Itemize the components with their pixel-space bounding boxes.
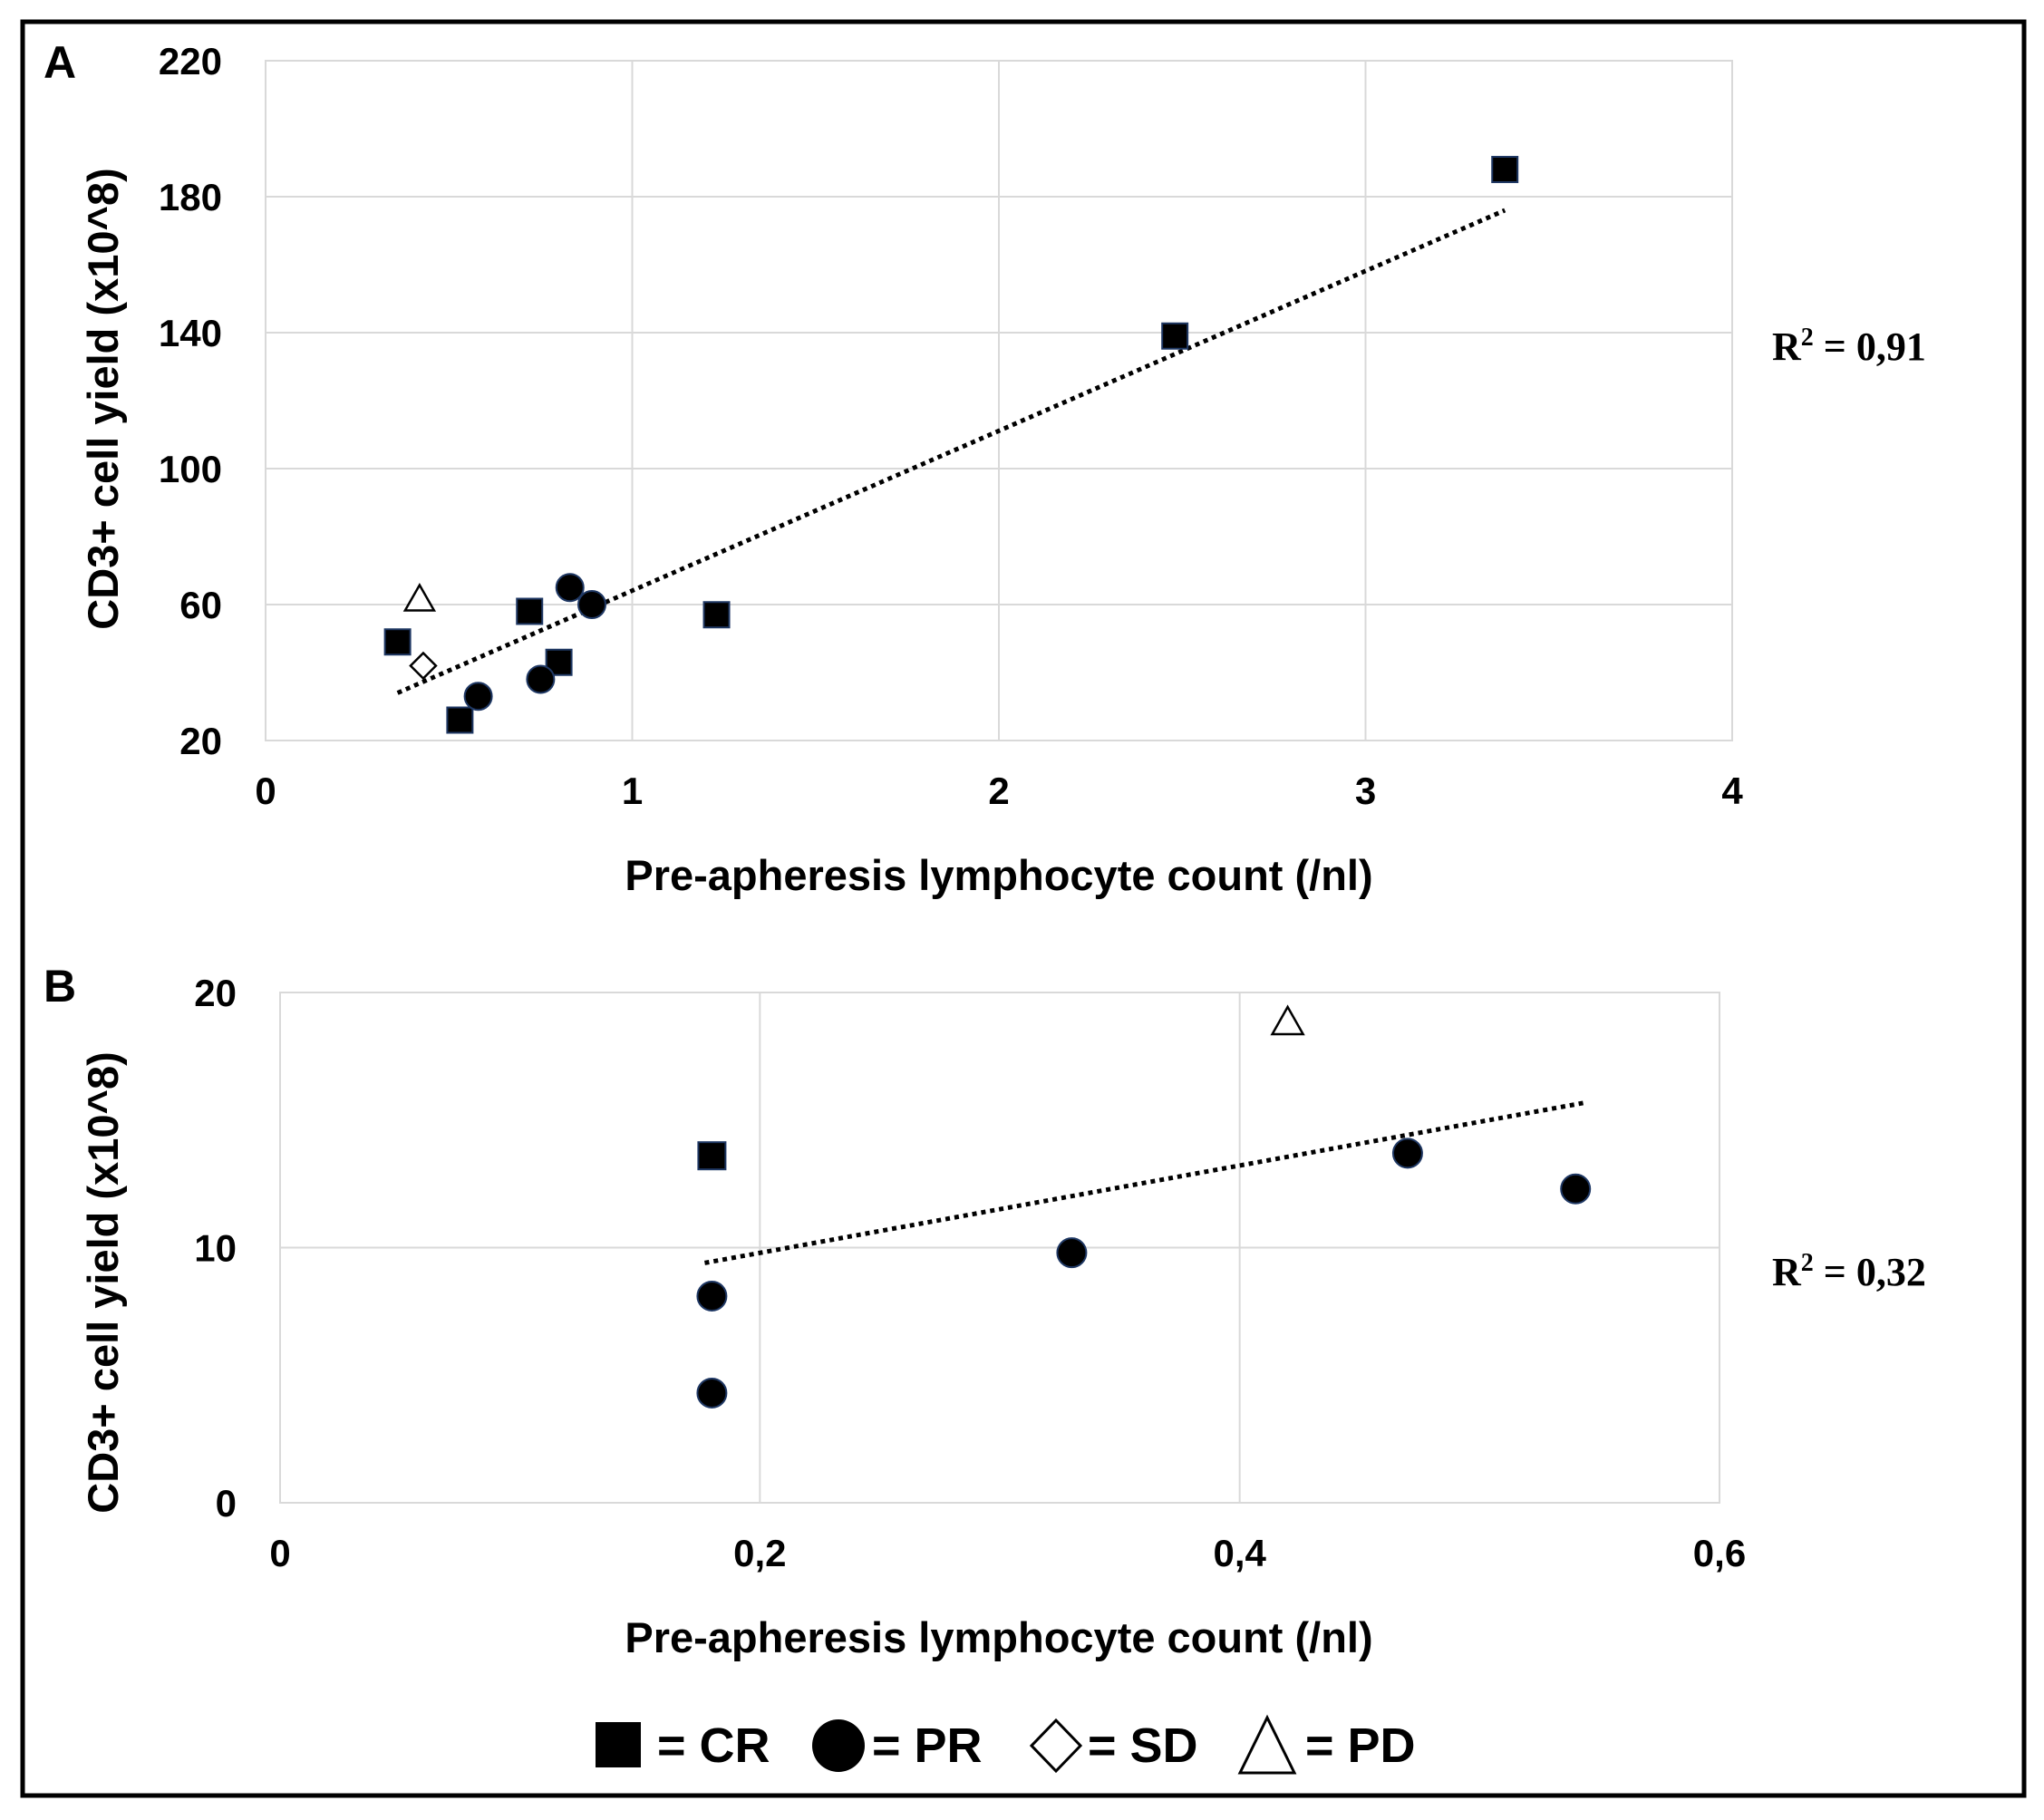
panel-b-x-tick-label: 0 (269, 1532, 290, 1574)
panel-b-point-pr (1056, 1237, 1088, 1269)
panel-b-r-value: = 0,32 (1814, 1250, 1926, 1294)
legend-label-sd: = SD (1088, 1718, 1198, 1773)
panel-b-r-squared: R2 = 0,32 (1772, 1249, 1926, 1294)
legend-item-cr: = CR (596, 1718, 770, 1773)
panel-a-y-tick-label: 20 (179, 720, 222, 762)
panel-a-plot-area (265, 60, 1733, 741)
panel-b-y-tick-label: 10 (194, 1227, 237, 1270)
panel-a-point-cr (516, 597, 544, 625)
panel-b-x-tick-label: 0,4 (1213, 1532, 1266, 1574)
panel-a-r-label: R (1772, 324, 1802, 369)
panel-a-point-cr (1491, 156, 1519, 183)
panel-b-r-label: R (1772, 1250, 1802, 1294)
panel-a-y-tick-label: 140 (159, 312, 222, 354)
panel-a-point-cr (702, 601, 731, 629)
panel-b-y-tick-label: 0 (216, 1482, 237, 1525)
legend-label-pr: = PR (872, 1718, 983, 1773)
legend-square-marker (596, 1722, 641, 1767)
panel-a-r-value: = 0,91 (1814, 324, 1926, 369)
plot-b: 0 0,2 0,4 0,6 0 10 20 (194, 972, 1746, 1574)
panel-a-x-tick-label: 0 (255, 770, 276, 812)
panel-b-point-pr (696, 1280, 728, 1312)
panel-b-label: B (44, 961, 76, 1012)
legend-diamond-marker (1029, 1718, 1083, 1774)
panel-b-trendline (704, 1099, 1588, 1265)
panel-b-x-axis-title: Pre-apheresis lymphocyte count (/nl) (625, 1613, 1372, 1661)
panel-a-r-squared: R2 = 0,91 (1772, 324, 1926, 369)
panel-b-point-pr (1560, 1173, 1592, 1205)
legend-label-pd: = PD (1305, 1718, 1416, 1773)
panel-b-y-tick-label: 20 (194, 972, 237, 1014)
panel-a-x-tick-label: 3 (1355, 770, 1376, 812)
panel-b-r-sup: 2 (1801, 1249, 1814, 1277)
legend-item-pr: = PR (812, 1718, 983, 1773)
panel-a-point-pr (555, 573, 585, 603)
panel-a-x-tick-label: 2 (988, 770, 1009, 812)
legend-triangle-marker (1237, 1714, 1297, 1775)
panel-a-point-pr (463, 682, 493, 712)
panel-a-point-pr (577, 590, 607, 619)
panel-a-y-tick-label: 60 (179, 584, 222, 626)
panel-b-point-pd (1270, 1004, 1305, 1036)
panel-a-y-tick-label: 220 (159, 40, 222, 82)
panel-b-x-tick-label: 0,6 (1693, 1532, 1746, 1574)
figure-border (20, 19, 2027, 1798)
plot-a: 0 1 2 3 4 20 60 100 140 180 220 (159, 40, 1743, 812)
panel-a-y-tick-label: 100 (159, 448, 222, 490)
panel-b-point-pr (696, 1377, 728, 1409)
panel-a-point-cr (1161, 322, 1189, 350)
legend: = CR = PR = SD = PD (596, 1714, 1416, 1775)
panel-a-point-pr (526, 664, 556, 694)
panel-a-y-tick-label: 180 (159, 176, 222, 218)
legend-label-cr: = CR (657, 1718, 770, 1773)
panel-b-point-pr (1391, 1138, 1423, 1169)
panel-a-point-cr (383, 628, 412, 656)
panel-a: A 0 1 2 3 4 20 60 100 140 180 220 Pre-apheresis ly… (44, 37, 1926, 899)
panel-b-plot-area (279, 992, 1720, 1504)
panel-a-r-sup: 2 (1801, 324, 1814, 352)
legend-item-pd: = PD (1237, 1714, 1416, 1775)
panel-b: B 0 0,2 0,4 0,6 0 10 20 Pre-apheresis lymphocy… (44, 961, 1926, 1661)
panel-a-point-cr (446, 706, 474, 734)
panel-b-x-tick-label: 0,2 (733, 1532, 786, 1574)
panel-a-point-pd (402, 582, 437, 612)
panel-a-point-sd (409, 651, 438, 681)
legend-item-sd: = SD (1029, 1718, 1198, 1774)
panel-a-x-tick-label: 1 (622, 770, 643, 812)
legend-circle-marker (812, 1719, 865, 1772)
panel-b-y-axis-title: CD3+ cell yield (x10^8) (79, 1051, 127, 1513)
panel-b-point-cr (697, 1141, 727, 1171)
panel-a-x-tick-label: 4 (1721, 770, 1743, 812)
panel-a-y-axis-title: CD3+ cell yield (x10^8) (79, 168, 127, 629)
panel-a-x-axis-title: Pre-apheresis lymphocyte count (/nl) (625, 851, 1372, 899)
panel-a-label: A (44, 37, 76, 88)
